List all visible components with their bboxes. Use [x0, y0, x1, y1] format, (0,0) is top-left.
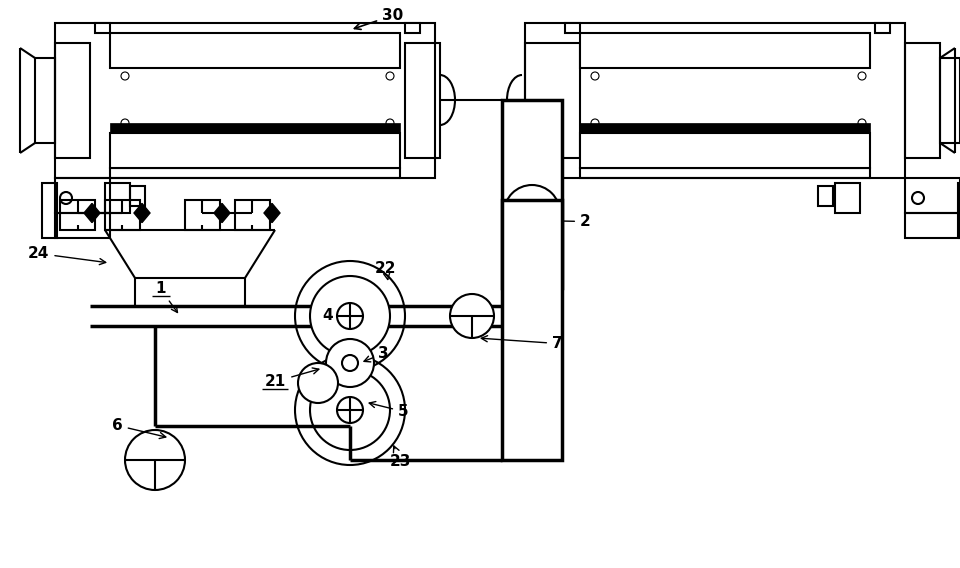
Bar: [905, 178, 960, 213]
Text: 30: 30: [354, 8, 403, 30]
Bar: [105, 183, 130, 213]
Bar: [235, 200, 270, 230]
Bar: [502, 200, 562, 460]
Bar: [525, 43, 580, 158]
Bar: [42, 183, 57, 238]
Text: 22: 22: [375, 261, 396, 279]
Polygon shape: [84, 203, 100, 223]
Circle shape: [310, 370, 390, 450]
Bar: [875, 23, 890, 33]
Bar: [835, 183, 860, 213]
Circle shape: [310, 276, 390, 356]
Bar: [580, 168, 870, 178]
Text: 21: 21: [265, 368, 319, 389]
Polygon shape: [214, 203, 230, 223]
Bar: [405, 23, 420, 33]
Bar: [55, 43, 90, 158]
Text: 2: 2: [563, 214, 590, 229]
Bar: [580, 33, 870, 68]
Bar: [110, 123, 400, 133]
Bar: [110, 33, 400, 68]
Bar: [105, 200, 140, 230]
Text: 24: 24: [28, 246, 106, 265]
Text: 7: 7: [481, 336, 563, 351]
Text: 5: 5: [370, 402, 409, 419]
Polygon shape: [460, 296, 484, 311]
Polygon shape: [140, 436, 170, 455]
Text: 6: 6: [112, 418, 166, 438]
Bar: [110, 168, 400, 178]
Bar: [110, 133, 400, 168]
Circle shape: [298, 363, 338, 403]
Circle shape: [125, 430, 185, 490]
Bar: [35, 58, 55, 143]
Bar: [60, 200, 95, 230]
Polygon shape: [134, 203, 150, 223]
Polygon shape: [517, 191, 547, 208]
Bar: [525, 23, 905, 178]
Bar: [95, 23, 110, 33]
Bar: [580, 123, 870, 133]
Bar: [958, 183, 960, 238]
Bar: [502, 100, 562, 288]
Bar: [130, 186, 145, 206]
Text: 1: 1: [155, 281, 178, 312]
Circle shape: [450, 294, 494, 338]
Bar: [55, 23, 435, 178]
Bar: [185, 200, 220, 230]
Text: 3: 3: [364, 346, 389, 362]
Bar: [565, 23, 580, 33]
Bar: [818, 186, 833, 206]
Bar: [405, 43, 440, 158]
Bar: [905, 213, 960, 238]
Text: 4: 4: [322, 308, 332, 323]
Bar: [580, 133, 870, 168]
Bar: [940, 58, 960, 143]
Bar: [55, 213, 110, 238]
Bar: [905, 43, 940, 158]
Polygon shape: [264, 203, 280, 223]
Bar: [55, 178, 110, 213]
Circle shape: [326, 339, 374, 387]
Text: 23: 23: [390, 446, 412, 469]
